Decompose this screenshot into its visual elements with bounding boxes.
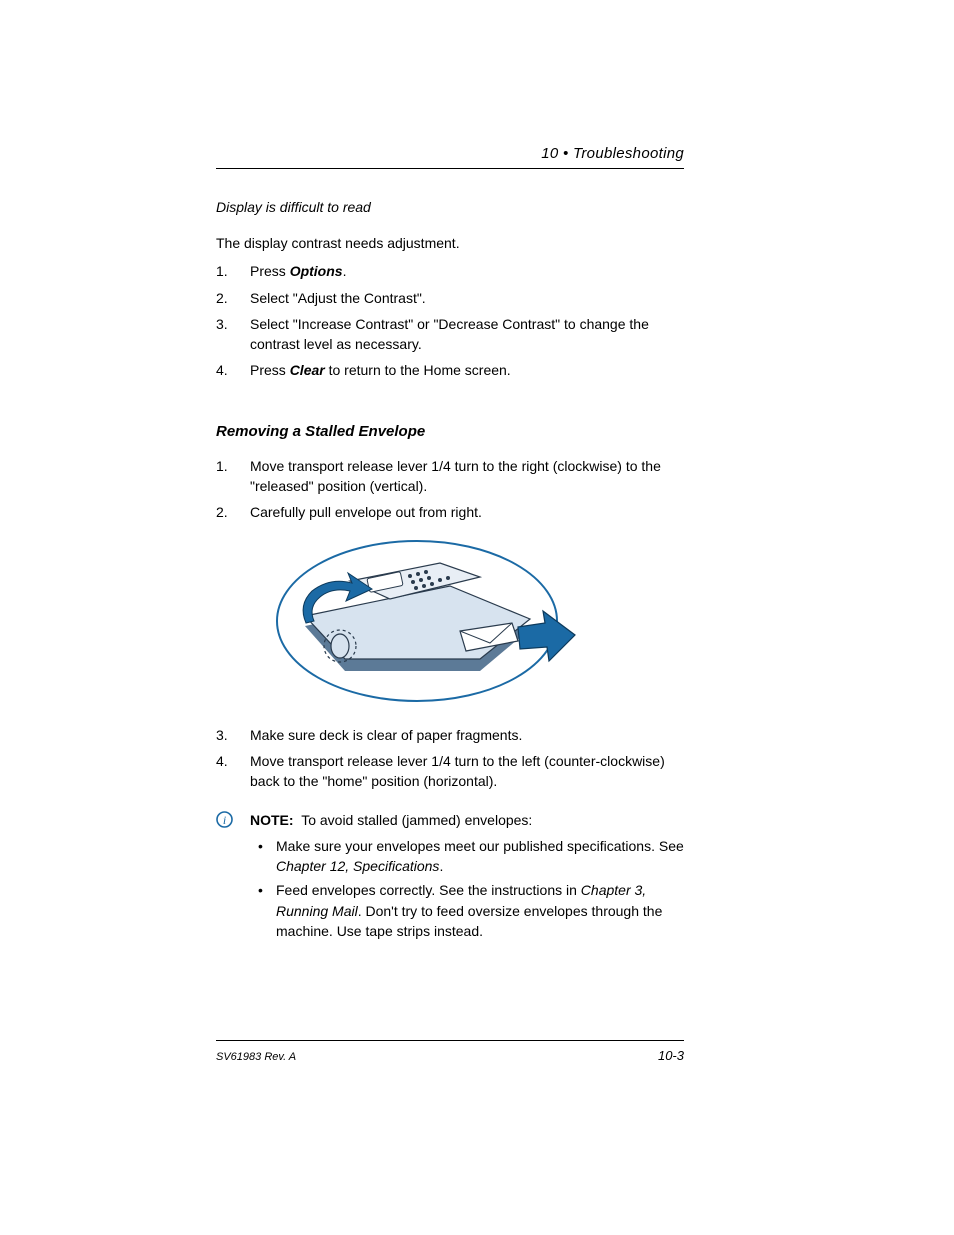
chapter-ref: Chapter 12, Specifications xyxy=(276,858,439,874)
doc-id: SV61983 Rev. A xyxy=(216,1051,296,1063)
page-number: 10-3 xyxy=(658,1048,684,1063)
contrast-steps: Press Options. Select "Adjust the Contra… xyxy=(216,261,684,380)
list-item: Feed envelopes correctly. See the instru… xyxy=(250,880,684,941)
illustration xyxy=(250,531,718,711)
list-item: Press Options. xyxy=(216,261,684,281)
section-header: 10 • Troubleshooting xyxy=(216,145,684,162)
note-bullets: Make sure your envelopes meet our publis… xyxy=(250,836,684,941)
list-item: Make sure your envelopes meet our publis… xyxy=(250,836,684,877)
clear-key: Clear xyxy=(290,362,325,378)
contrast-intro: The display contrast needs adjustment. xyxy=(216,233,684,253)
footer: SV61983 Rev. A 10-3 xyxy=(216,1048,684,1063)
footer-rule xyxy=(216,1040,684,1041)
note-block: i NOTE: To avoid stalled (jammed) envelo… xyxy=(216,810,684,942)
list-item: Make sure deck is clear of paper fragmen… xyxy=(216,725,684,745)
jam-steps-b: Make sure deck is clear of paper fragmen… xyxy=(216,725,684,792)
section-number: 10 xyxy=(541,145,558,162)
envelope-removal-diagram xyxy=(250,531,585,711)
list-item: Move transport release lever 1/4 turn to… xyxy=(216,456,684,497)
contrast-subhead: Display is difficult to read xyxy=(216,199,684,215)
list-item: Move transport release lever 1/4 turn to… xyxy=(216,751,684,792)
header-rule xyxy=(216,168,684,169)
note-lead: To avoid stalled (jammed) envelopes: xyxy=(301,812,532,828)
svg-text:i: i xyxy=(223,813,226,827)
page: 10 • Troubleshooting Display is difficul… xyxy=(0,0,954,1235)
section-title: Troubleshooting xyxy=(573,145,684,162)
list-item: Carefully pull envelope out from right. xyxy=(216,502,684,522)
list-item: Select "Adjust the Contrast". xyxy=(216,288,684,308)
jam-steps-a: Move transport release lever 1/4 turn to… xyxy=(216,456,684,523)
note-label: NOTE: xyxy=(250,812,294,828)
list-item: Press Clear to return to the Home screen… xyxy=(216,360,684,380)
jam-subhead: Removing a Stalled Envelope xyxy=(216,423,684,440)
options-key: Options xyxy=(290,263,343,279)
info-icon: i xyxy=(216,811,233,828)
list-item: Select "Increase Contrast" or "Decrease … xyxy=(216,314,684,355)
